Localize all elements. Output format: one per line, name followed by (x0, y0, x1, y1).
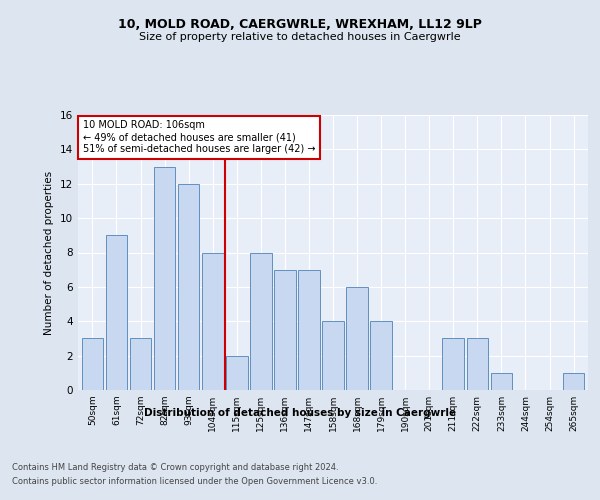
Bar (106, 236, 127, 390)
Bar (154, 166, 175, 390)
Text: Contains public sector information licensed under the Open Government Licence v3: Contains public sector information licen… (12, 478, 377, 486)
Bar (563, 373, 584, 390)
Bar (226, 356, 248, 390)
Text: 10 MOLD ROAD: 106sqm
← 49% of detached houses are smaller (41)
51% of semi-detac: 10 MOLD ROAD: 106sqm ← 49% of detached h… (83, 120, 316, 154)
Y-axis label: Number of detached properties: Number of detached properties (44, 170, 55, 334)
Bar (274, 270, 296, 390)
Bar (322, 322, 344, 390)
Bar (370, 322, 392, 390)
Bar (298, 270, 320, 390)
Bar (346, 287, 368, 390)
Bar (178, 184, 199, 390)
Bar (250, 252, 272, 390)
Bar (467, 338, 488, 390)
Bar (202, 252, 224, 390)
Bar (82, 338, 103, 390)
Text: Distribution of detached houses by size in Caergwrle: Distribution of detached houses by size … (144, 408, 456, 418)
Bar (442, 338, 464, 390)
Text: Contains HM Land Registry data © Crown copyright and database right 2024.: Contains HM Land Registry data © Crown c… (12, 462, 338, 471)
Text: 10, MOLD ROAD, CAERGWRLE, WREXHAM, LL12 9LP: 10, MOLD ROAD, CAERGWRLE, WREXHAM, LL12 … (118, 18, 482, 30)
Bar (130, 338, 151, 390)
Text: Size of property relative to detached houses in Caergwrle: Size of property relative to detached ho… (139, 32, 461, 42)
Bar (491, 373, 512, 390)
